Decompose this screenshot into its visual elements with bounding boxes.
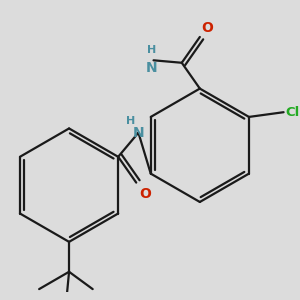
Text: Cl: Cl bbox=[285, 106, 299, 119]
Text: O: O bbox=[139, 187, 151, 201]
Text: O: O bbox=[201, 21, 213, 35]
Text: N: N bbox=[146, 61, 158, 75]
Text: H: H bbox=[126, 116, 135, 126]
Text: H: H bbox=[147, 45, 157, 55]
Text: N: N bbox=[133, 126, 144, 140]
